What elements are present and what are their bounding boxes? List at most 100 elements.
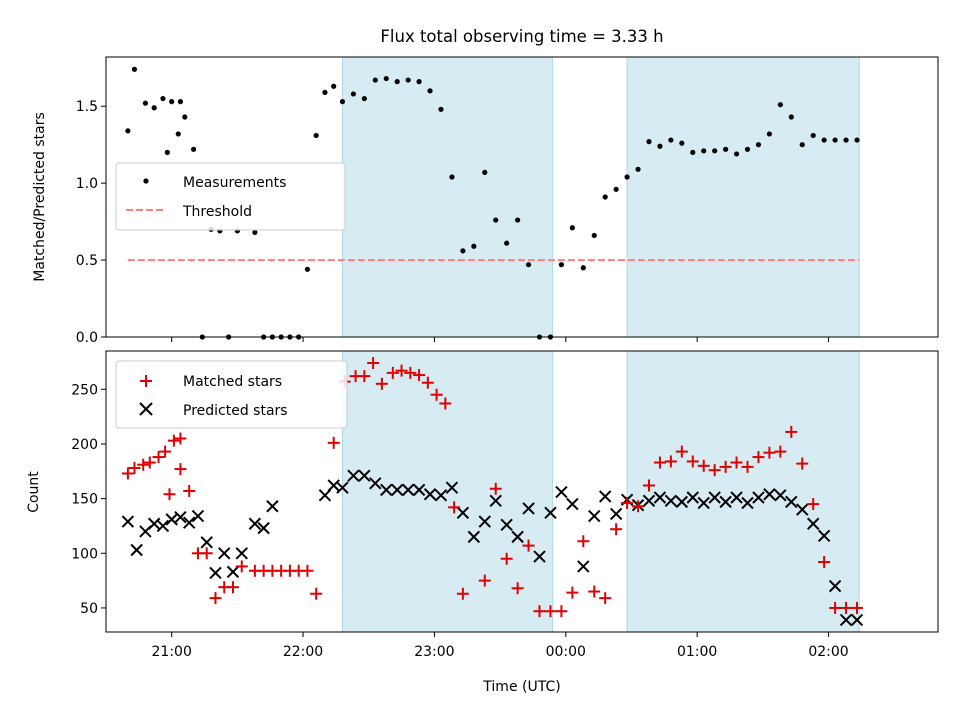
measurement-point-27 [350, 91, 357, 97]
matched-point-70 [807, 498, 820, 511]
measurement-point-62 [733, 151, 740, 157]
matched-point-62 [719, 460, 732, 473]
matched-star-markers [121, 357, 863, 618]
predicted-point-39 [555, 485, 568, 499]
legend-matched-marker [140, 375, 152, 387]
predicted-point-53 [708, 491, 721, 504]
matched-point-24 [310, 587, 323, 600]
top-legend: Measurements Threshold [115, 162, 346, 231]
predicted-stroke-b [697, 496, 710, 510]
predicted-point-49 [664, 494, 678, 508]
matched-point-15 [226, 581, 239, 594]
measurement-point-66 [777, 102, 783, 108]
predicted-stroke-b [257, 521, 270, 535]
predicted-point-62 [806, 517, 820, 530]
predicted-point-16 [266, 500, 279, 513]
matched-point-46 [544, 605, 557, 618]
predicted-stroke-b [412, 483, 426, 497]
matched-point-45 [533, 605, 546, 618]
matched-point-13 [209, 592, 222, 605]
x-tick-label-3: 00:00 [546, 644, 586, 660]
predicted-stroke-b [218, 547, 231, 560]
measurement-point-55 [657, 143, 663, 149]
measurement-point-64 [755, 142, 762, 148]
predicted-stroke-b [182, 516, 196, 529]
measurement-point-71 [832, 137, 838, 143]
predicted-stroke-b [763, 488, 776, 501]
matched-point-28 [358, 370, 371, 383]
matched-point-16 [235, 560, 248, 573]
predicted-point-35 [511, 530, 524, 544]
matched-point-40 [478, 574, 491, 587]
matched-point-3 [143, 456, 156, 469]
predicted-point-41 [577, 560, 590, 573]
legend-predicted-marker [139, 402, 153, 416]
predicted-point-9 [200, 536, 213, 549]
matched-point-71 [818, 556, 831, 569]
measurement-point-29 [372, 77, 378, 83]
measurement-point-31 [394, 79, 400, 85]
matched-point-59 [686, 455, 699, 468]
measurement-point-10 [190, 146, 197, 152]
measurement-point-5 [169, 99, 175, 105]
bottom-y-axis: 50 100 150 200 250 [71, 382, 106, 617]
measurement-point-7 [164, 149, 170, 155]
bottom-legend-box [115, 360, 348, 429]
predicted-stroke-b [752, 491, 765, 504]
predicted-stroke-b [478, 515, 491, 528]
measurement-point-34 [427, 88, 433, 94]
measurement-point-60 [712, 148, 718, 154]
measurement-point-0 [125, 128, 131, 134]
top-panel-shaded-intervals [341, 56, 860, 338]
matched-point-54 [632, 500, 645, 513]
predicted-point-30 [456, 506, 470, 520]
predicted-point-29 [445, 481, 459, 494]
predicted-point-21 [358, 469, 371, 482]
predicted-point-54 [719, 495, 732, 509]
x-tick-label-5: 02:00 [808, 644, 848, 660]
predicted-point-24 [390, 483, 404, 497]
predicted-stroke-b [358, 469, 371, 482]
measurement-point-25 [331, 83, 337, 89]
predicted-point-42 [588, 509, 601, 523]
matched-point-42 [500, 552, 513, 565]
predicted-stroke-b [380, 483, 393, 497]
x-axis: 21:00 22:00 23:00 00:00 01:00 02:00 [152, 632, 849, 660]
matched-point-74 [850, 601, 863, 614]
predicted-point-60 [785, 495, 798, 509]
matched-point-37 [439, 397, 452, 410]
predicted-point-50 [675, 495, 689, 509]
predicted-stroke-b [850, 613, 864, 627]
top-legend-box [115, 162, 346, 231]
predicted-stroke-b [336, 481, 349, 494]
measurement-point-53 [635, 166, 641, 172]
predicted-stroke-b [730, 491, 743, 504]
predicted-stroke-b [664, 494, 678, 508]
matched-point-9 [174, 463, 187, 476]
measurement-point-54 [646, 139, 652, 145]
matched-point-29 [367, 357, 380, 370]
matched-point-47 [555, 605, 568, 618]
matched-point-64 [741, 460, 754, 473]
predicted-stroke-b [555, 485, 568, 499]
predicted-point-48 [653, 491, 667, 504]
predicted-stroke-b [318, 489, 332, 502]
predicted-stroke-b [165, 513, 178, 526]
predicted-stroke-b [209, 566, 222, 580]
top-y-axis: 0.0 0.5 1.0 1.5 [76, 99, 106, 346]
measurement-point-32 [405, 77, 411, 83]
bottom-y-tick-label-0: 50 [80, 601, 98, 617]
predicted-stroke-b [806, 517, 820, 530]
matched-point-39 [456, 587, 469, 600]
top-panel-frame [105, 56, 939, 338]
matched-point-65 [752, 451, 765, 464]
matched-point-66 [763, 446, 776, 459]
measurement-point-28 [361, 95, 367, 102]
measurement-point-3 [151, 105, 157, 111]
matched-point-51 [599, 592, 612, 605]
predicted-stroke-b [174, 510, 187, 524]
predicted-stroke-b [121, 515, 135, 528]
predicted-point-13 [235, 547, 248, 560]
predicted-stroke-b [347, 469, 360, 482]
